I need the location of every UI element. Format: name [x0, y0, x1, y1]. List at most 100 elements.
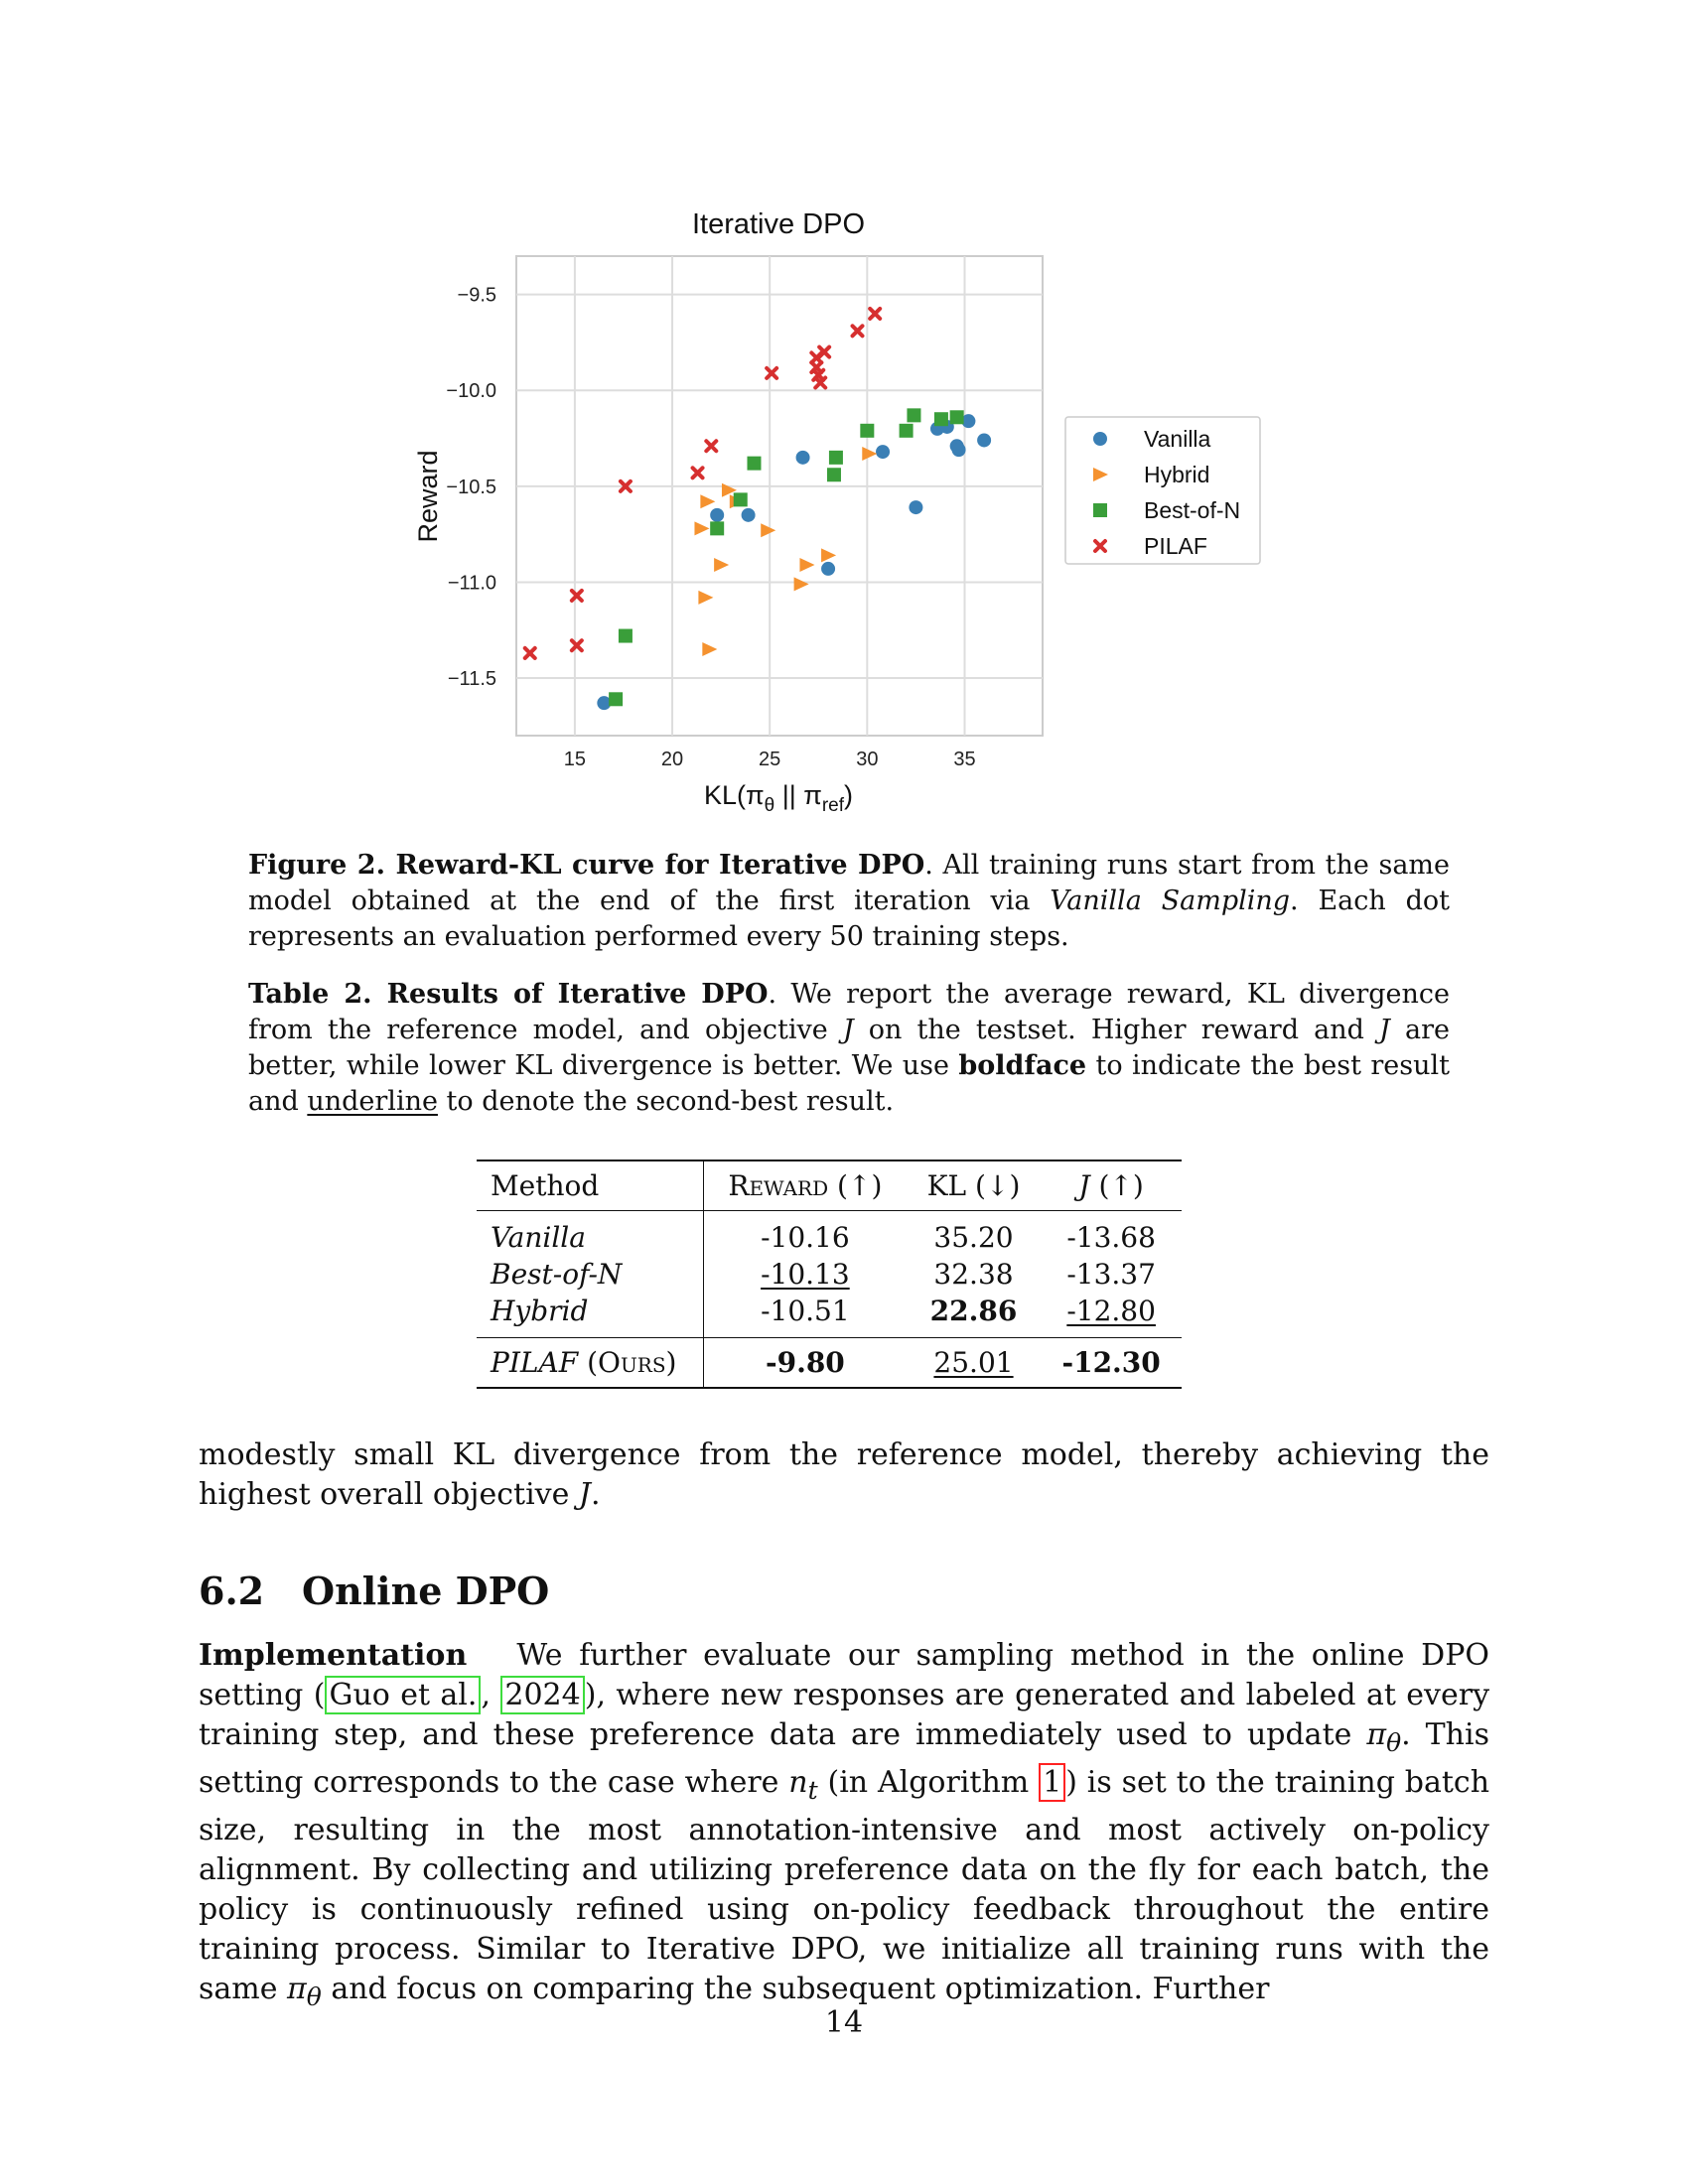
- vanilla-point: [741, 507, 756, 522]
- row-method: Best-of-N: [477, 1256, 704, 1293]
- second-best-value: -10.13: [761, 1258, 850, 1291]
- hybrid-point: [700, 494, 716, 509]
- results-table-wrapper: Method Reward (↑) KL (↓) J (↑) Vanilla -…: [477, 1160, 1182, 1389]
- legend: Vanilla Hybrid Best-of-N PILAF: [1064, 416, 1261, 565]
- citation-year-link[interactable]: 2024: [500, 1676, 585, 1714]
- pilaf-point: [569, 638, 584, 653]
- results-table: Method Reward (↑) KL (↓) J (↑) Vanilla -…: [477, 1160, 1182, 1389]
- citation-link[interactable]: Guo et al.: [325, 1676, 482, 1714]
- pilaf-point: [813, 375, 828, 390]
- second-best-value: 25.01: [933, 1346, 1014, 1379]
- table-caption-text: to denote the second-best result.: [437, 1086, 895, 1117]
- best-of-n-point: [860, 423, 875, 438]
- best-of-n-point: [949, 410, 964, 425]
- hybrid-point: [793, 577, 809, 592]
- second-best-value: -12.80: [1066, 1295, 1156, 1327]
- best-of-n-point: [710, 521, 725, 536]
- paragraph-text: (in Algorithm: [817, 1765, 1040, 1800]
- figure-caption-text: . Each dot represents an evaluation perf…: [248, 886, 1450, 952]
- hybrid-point: [698, 590, 714, 605]
- pilaf-point: [522, 645, 537, 660]
- page-number: 14: [824, 2005, 864, 2040]
- paragraph-text: modestly small KL divergence from the re…: [199, 1437, 1489, 1512]
- table-caption-label: Table 2. Results of Iterative DPO: [248, 979, 769, 1010]
- plot-area: [515, 255, 1044, 737]
- section-heading: 6.2 Online DPO: [199, 1569, 549, 1613]
- y-tick-label: −10.5: [446, 477, 496, 498]
- pilaf-point: [765, 365, 779, 380]
- legend-marker: [1093, 539, 1107, 553]
- legend-marker: [1093, 503, 1107, 517]
- figure-caption-text: . All training runs start from the same …: [248, 850, 1450, 916]
- header-reward: Reward (↑): [703, 1160, 907, 1211]
- best-of-n-point: [747, 456, 762, 471]
- y-axis-label: Reward: [413, 450, 443, 542]
- method-name: PILAF: [491, 1346, 579, 1379]
- table-caption-text: . We report the average reward, KL diver…: [248, 979, 1450, 1045]
- hybrid-point: [702, 642, 718, 657]
- pilaf-point: [868, 306, 883, 321]
- section-title: Online DPO: [302, 1569, 550, 1613]
- math-var-j: J: [1078, 1169, 1090, 1202]
- paragraph: modestly small KL divergence from the re…: [199, 1435, 1489, 1515]
- row-method: Vanilla: [477, 1210, 704, 1256]
- hybrid-point: [862, 446, 878, 461]
- math-var-j: J: [1379, 1015, 1390, 1045]
- row-method: Hybrid: [477, 1293, 704, 1338]
- grid-lines: [516, 256, 1043, 736]
- figure-caption-label: Figure 2. Reward-KL curve for Iterative …: [248, 850, 925, 881]
- pilaf-point: [817, 344, 832, 359]
- table-row: Vanilla -10.16 35.20 -13.68: [477, 1210, 1182, 1256]
- math-var-j: J: [842, 1015, 854, 1045]
- paragraph-text: We further evaluate our sampling method …: [199, 1638, 1489, 1712]
- paragraph-text: ), where new responses are generated and…: [199, 1678, 1490, 1752]
- row-kl: 32.38: [933, 1258, 1014, 1291]
- pilaf-point: [850, 324, 865, 339]
- best-of-n-point: [828, 450, 843, 465]
- row-j: -12.80: [1041, 1293, 1182, 1338]
- legend-box: [1064, 416, 1261, 565]
- table-caption-text: on the testset. Higher reward and: [853, 1015, 1380, 1045]
- table-caption-text: are better, while lower KL divergence is…: [248, 1015, 1450, 1081]
- best-of-n-point: [826, 468, 841, 482]
- table-row: Best-of-N -10.13 32.38 -13.37: [477, 1256, 1182, 1293]
- paragraph-text: ,: [481, 1678, 501, 1712]
- math-pi-theta: πθ: [287, 1972, 322, 2011]
- data-points: [522, 306, 992, 711]
- x-tick-label: 15: [564, 749, 586, 770]
- row-reward: -10.51: [761, 1295, 850, 1327]
- best-of-n-point: [907, 408, 921, 423]
- legend-marker: [1093, 468, 1108, 481]
- section-number: 6.2: [199, 1569, 265, 1613]
- legend-label: PILAF: [1144, 533, 1207, 559]
- row-reward: -10.13: [704, 1256, 907, 1293]
- best-of-n-point: [733, 492, 748, 507]
- x-tick-label: 20: [661, 749, 683, 770]
- algorithm-ref-link[interactable]: 1: [1039, 1763, 1066, 1802]
- figure-caption: Figure 2. Reward-KL curve for Iterative …: [248, 848, 1450, 955]
- y-tick-label: −11.5: [448, 668, 496, 690]
- math-pi-theta: πθ: [1366, 1717, 1402, 1757]
- table-caption-underline-word: underline: [307, 1086, 438, 1117]
- math-var-j: J: [578, 1477, 591, 1512]
- legend-label: Best-of-N: [1144, 497, 1240, 523]
- header-kl: KL (↓): [906, 1160, 1042, 1211]
- row-j: -13.68: [1066, 1221, 1156, 1254]
- paragraph-heading: Implementation: [199, 1638, 468, 1673]
- vanilla-point: [876, 445, 891, 460]
- paragraph-text: ) is set to the training batch size, res…: [199, 1765, 1490, 2006]
- reward-kl-scatter-chart: Iterative DPO 15 20 25 30 35 −9.5 −10.0 −10.5 −1…: [413, 208, 1261, 814]
- row-reward: -10.16: [761, 1221, 850, 1254]
- vanilla-point: [597, 696, 612, 711]
- hybrid-point: [821, 548, 837, 563]
- chart-title: Iterative DPO: [692, 208, 865, 240]
- hybrid-point: [714, 558, 730, 573]
- row-method: PILAF (Ours): [477, 1337, 704, 1389]
- paragraph-text: and focus on comparing the subsequent op…: [321, 1972, 1270, 2006]
- vanilla-point: [951, 443, 966, 458]
- table-header-row: Method Reward (↑) KL (↓) J (↑): [477, 1160, 1182, 1211]
- pilaf-point: [569, 588, 584, 603]
- math-n-t: nt: [788, 1765, 818, 1805]
- row-j: -13.37: [1066, 1258, 1156, 1291]
- best-of-n-point: [899, 423, 914, 438]
